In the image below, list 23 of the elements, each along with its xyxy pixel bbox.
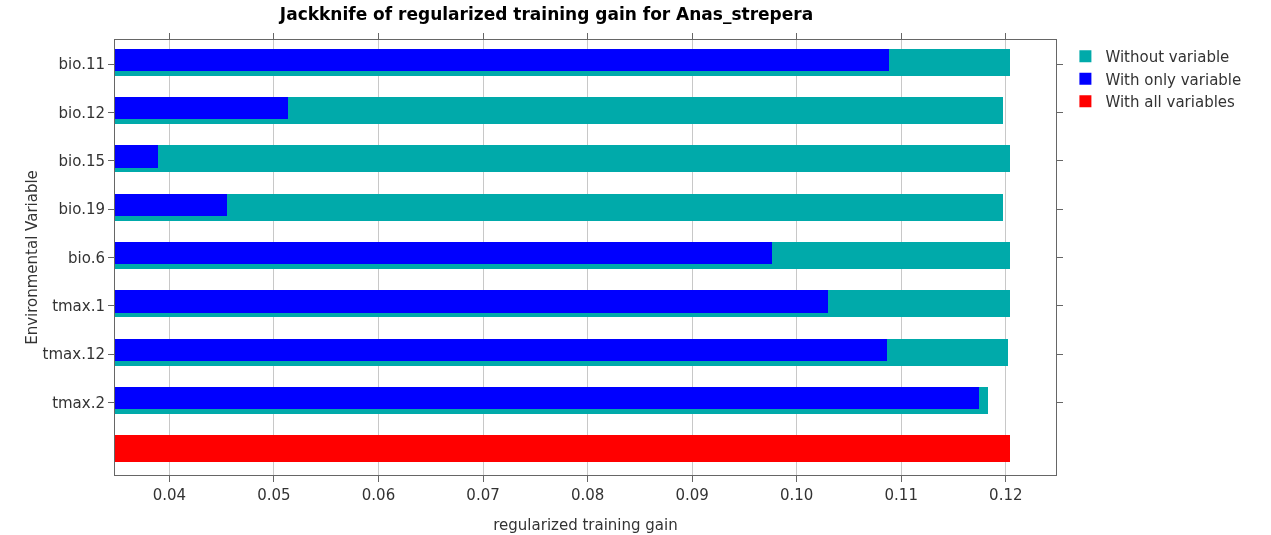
legend-label: With all variables [1105,93,1236,112]
x-tick-label: 0.11 [884,486,918,504]
x-tick-label: 0.07 [466,486,500,504]
y-tick-label: tmax.1 [52,297,105,316]
legend-label: With only variable [1105,70,1242,89]
chart-title: Jackknife of regularized training gain for Anas_strepera [278,3,814,24]
x-axis-title: regularized training gain [493,516,678,534]
y-tick-label: bio.6 [68,248,105,267]
x-tick-label: 0.05 [257,486,291,504]
x-tick-label: 0.12 [989,486,1023,504]
y-tick-label: tmax.2 [52,393,105,412]
y-tick-label: bio.15 [58,152,105,171]
x-tick-label: 0.08 [570,486,605,504]
x-tick-label: 0.06 [361,486,396,504]
x-tick-label: 0.09 [675,486,709,504]
y-tick-label: tmax.12 [42,345,105,364]
legend-label: Without variable [1105,48,1230,67]
y-tick-label: bio.11 [58,55,105,74]
x-tick-label: 0.10 [780,486,814,504]
y-tick-label: bio.19 [58,200,105,219]
y-tick-label: bio.12 [58,103,105,122]
y-axis-title: Environmental Variable [22,170,41,345]
x-tick-label: 0.04 [152,486,187,504]
